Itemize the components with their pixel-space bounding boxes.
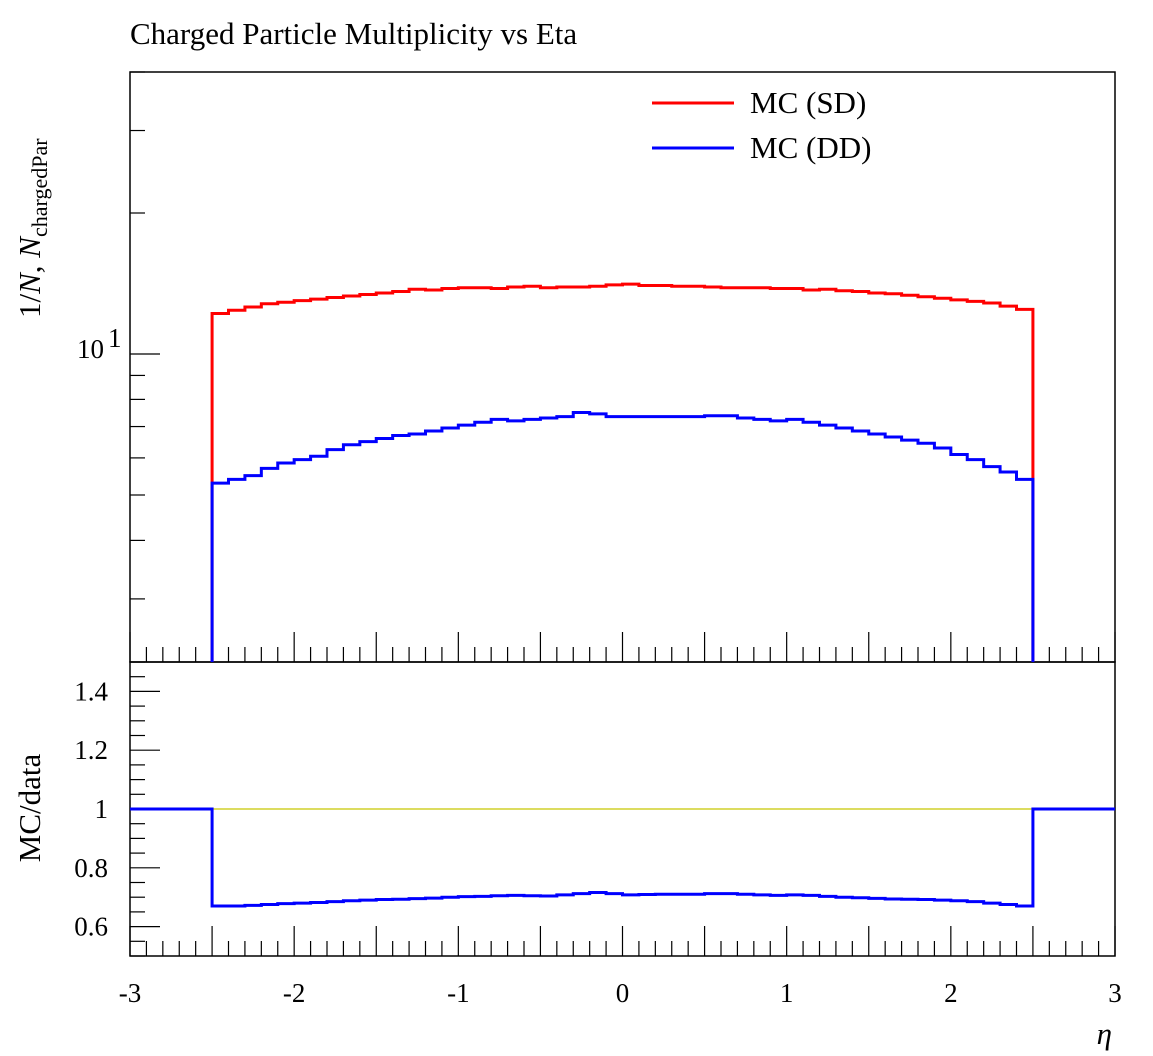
chart-title: Charged Particle Multiplicity vs Eta — [130, 16, 577, 51]
y-label-sep: , — [12, 258, 47, 274]
series-line-mc-dd — [210, 411, 1035, 662]
ratio-y-label-text: MC/data — [12, 754, 47, 863]
x-tick-label: -3 — [119, 978, 142, 1008]
y-label-prefix: 1/ — [12, 294, 47, 319]
legend: MC (SD) MC (DD) — [652, 85, 871, 165]
ratio-series-line-mc-dd — [130, 807, 1115, 908]
x-tick-label: 3 — [1108, 978, 1122, 1008]
ratio-y-tick-label: 1.4 — [74, 676, 108, 706]
x-tick-labels: -3 -2 -1 0 1 2 3 — [119, 978, 1122, 1008]
y-label-subscript: chargedPar — [27, 138, 52, 237]
legend-label-sd: MC (SD) — [750, 85, 866, 120]
x-axis-label: η — [1097, 1016, 1112, 1051]
main-panel-series — [210, 282, 1035, 662]
legend-label-dd: MC (DD) — [750, 130, 871, 165]
x-tick-label: -1 — [447, 978, 470, 1008]
main-y-tick-base: 10 — [77, 334, 104, 364]
main-y-tick-label-10: 10 1 — [77, 323, 122, 364]
ratio-panel-ticks — [129, 661, 1116, 957]
main-y-tick-exp: 1 — [108, 323, 122, 353]
x-tick-label: 0 — [616, 978, 630, 1008]
ratio-y-tick-label: 1 — [95, 794, 109, 824]
x-tick-label: 2 — [944, 978, 958, 1008]
y-label-n1: N — [12, 271, 47, 295]
series-line-mc-sd — [210, 282, 1035, 662]
x-tick-label: 1 — [780, 978, 794, 1008]
main-panel-frame — [129, 71, 1116, 663]
svg-text:1/N, NchargedPar: 1/N, NchargedPar — [12, 138, 52, 318]
ratio-y-tick-label: 0.8 — [74, 853, 108, 883]
ratio-y-tick-label: 1.2 — [74, 735, 108, 765]
ratio-y-axis-label: MC/data — [12, 754, 47, 863]
ratio-panel-series — [130, 807, 1115, 908]
main-y-axis-label: 1/N, NchargedPar — [12, 138, 52, 318]
main-panel-ticks — [129, 71, 1116, 662]
svg-text:10: 10 — [77, 334, 104, 364]
ratio-y-tick-label: 0.6 — [74, 912, 108, 942]
x-tick-label: -2 — [283, 978, 306, 1008]
y-label-n2: N — [12, 235, 47, 259]
ratio-y-tick-labels: 0.6 0.8 1 1.2 1.4 — [74, 676, 108, 941]
